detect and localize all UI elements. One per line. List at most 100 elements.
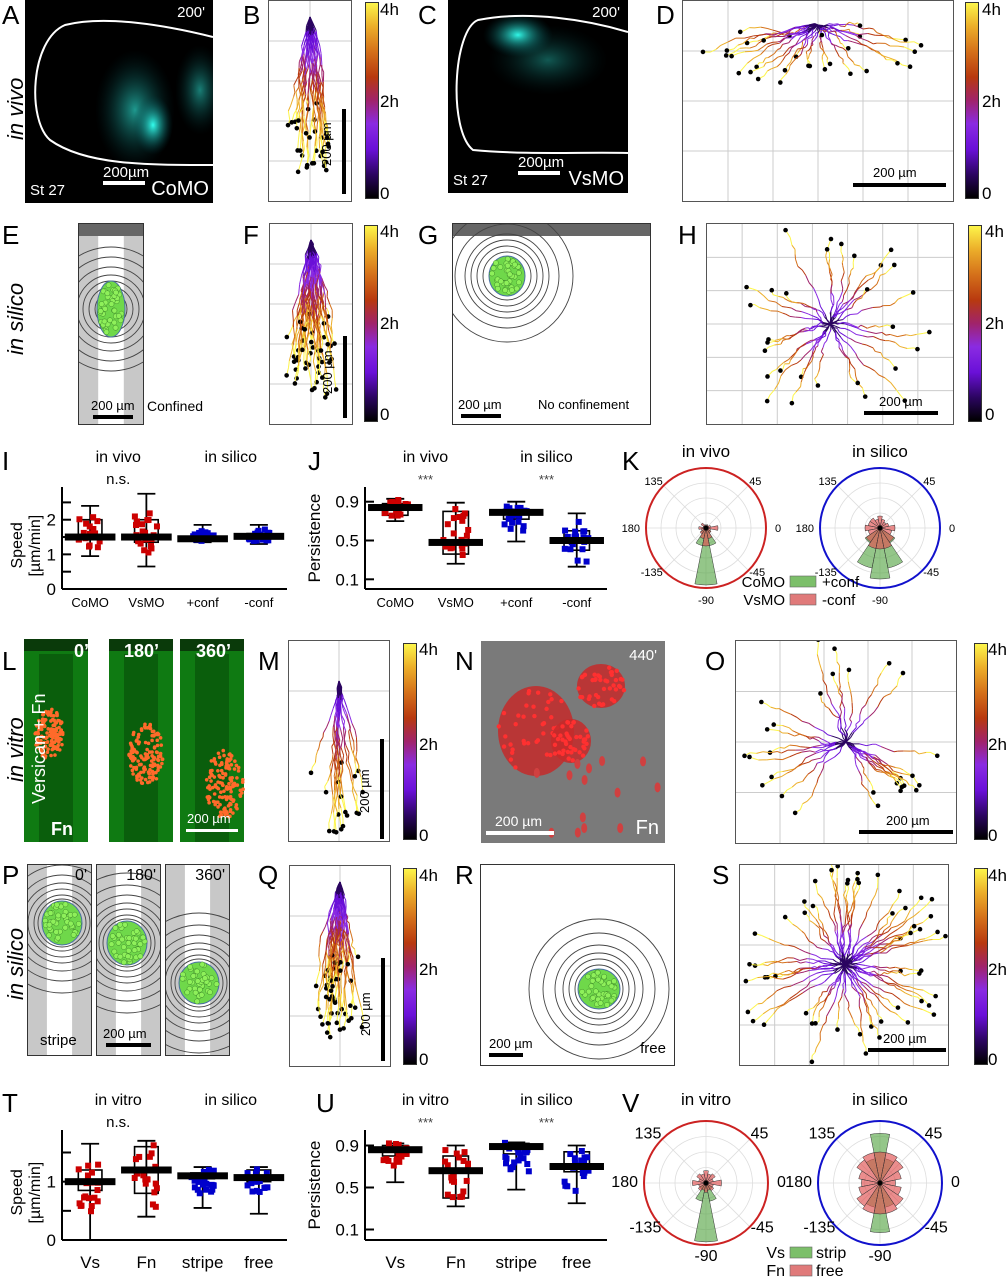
trajectory-segment	[856, 748, 860, 754]
trajectory-segment	[839, 746, 843, 753]
panel-e-condition: Confined	[147, 398, 204, 414]
trajectory-segment	[811, 315, 818, 319]
trajectory-endpoint	[318, 1014, 323, 1020]
trajectory-segment	[336, 761, 339, 772]
cell	[574, 734, 579, 740]
trajectory-segment	[313, 145, 316, 153]
trajectory-segment	[340, 738, 344, 748]
panel-g-scale-label: 200 µm	[458, 397, 502, 412]
trajectory-segment	[770, 339, 775, 341]
legend-swatch	[789, 593, 817, 606]
trajectory-segment	[791, 765, 800, 772]
trajectory-segment	[786, 770, 793, 774]
trajectory-segment	[856, 334, 864, 337]
trajectory-segment	[855, 720, 861, 725]
cell	[108, 301, 115, 307]
trajectory-segment	[811, 29, 814, 33]
trajectory-segment	[836, 740, 842, 744]
trajectory-segment	[817, 24, 822, 27]
trajectory-segment	[322, 354, 326, 367]
trajectory-segment	[774, 382, 780, 390]
trajectory-endpoint	[356, 811, 362, 817]
trajectory-segment	[892, 777, 897, 782]
trajectory-segment	[793, 350, 798, 356]
panel-c-image	[455, 13, 628, 154]
trajectory-segment	[790, 355, 795, 361]
trajectory-segment	[797, 25, 806, 29]
trajectory-segment	[341, 695, 345, 701]
trajectory-segment	[337, 733, 341, 741]
trajectory-segment	[824, 743, 831, 745]
trajectory-segment	[877, 770, 883, 773]
cell	[613, 687, 619, 692]
trajectory-segment	[857, 297, 863, 300]
cell-nucleus	[226, 766, 231, 771]
trajectory-segment	[828, 742, 832, 745]
cell-nucleus	[207, 784, 212, 788]
potential-contour	[33, 894, 91, 952]
trajectory-segment	[890, 776, 896, 779]
trajectory-endpoint	[340, 823, 346, 829]
trajectory-segment	[300, 77, 304, 85]
trajectory-segment	[836, 304, 840, 312]
trajectory-segment	[343, 909, 345, 920]
panel-label-q: Q	[258, 860, 279, 890]
potential-contour	[482, 251, 532, 301]
trajectory-segment	[315, 53, 319, 63]
trajectory-segment	[820, 335, 823, 340]
colorbar-bottom-label: 0	[380, 184, 390, 203]
cell-nucleus	[134, 739, 139, 743]
trajectory-segment	[294, 342, 297, 352]
cell	[112, 925, 119, 931]
trajectory-segment	[313, 326, 316, 338]
trajectory-segment	[754, 304, 761, 309]
trajectory-segment	[870, 753, 876, 756]
trajectory-segment	[841, 33, 847, 37]
trajectory-segment	[317, 747, 320, 752]
trajectory-segment	[301, 40, 304, 47]
panel-l-time-0: 0’	[74, 641, 90, 661]
trajectory-segment	[305, 25, 308, 32]
cell	[510, 747, 515, 752]
trajectory-segment	[874, 370, 880, 376]
trajectory-endpoint	[744, 284, 749, 290]
cell	[194, 998, 200, 1005]
trajectory-segment	[838, 291, 843, 300]
trajectory-segment	[861, 387, 865, 394]
trajectory-segment	[817, 24, 820, 31]
trajectory-endpoint	[910, 773, 915, 779]
trajectory-segment	[306, 314, 309, 321]
trajectory-segment	[733, 47, 741, 53]
colorbar-bottom-label: 0	[982, 184, 992, 203]
y-tick-label: 2	[47, 511, 56, 530]
trajectory-segment	[837, 726, 840, 731]
cell	[525, 740, 531, 746]
trajectory-segment	[808, 45, 812, 50]
trajectory-segment	[312, 100, 315, 107]
trajectory-segment	[811, 325, 816, 328]
trajectory-segment	[344, 987, 347, 999]
cell	[115, 939, 122, 946]
trajectory-segment	[311, 115, 314, 122]
trajectory-segment	[861, 43, 868, 47]
trajectory-segment	[890, 382, 897, 391]
cell-nucleus	[139, 754, 143, 758]
panel-p-simulation-360: 360'	[165, 864, 230, 1056]
trajectory-endpoint	[729, 53, 734, 59]
trajectory-segment	[868, 367, 875, 372]
trajectory-segment	[812, 737, 820, 742]
trajectory-segment	[897, 297, 902, 300]
trajectory-segment	[781, 749, 788, 754]
trajectory-segment	[819, 357, 823, 363]
trajectory-segment	[783, 359, 789, 363]
cell	[569, 750, 574, 755]
trajectory-segment	[842, 47, 847, 52]
trajectory-segment	[876, 279, 880, 285]
cell-nucleus	[224, 797, 229, 802]
panel-m-colorbar	[403, 643, 417, 840]
panel-c-scale-bar	[518, 171, 560, 175]
panel-label-l: L	[2, 646, 17, 676]
data-point	[515, 518, 522, 525]
colorbar-bottom-label: 0	[380, 405, 390, 424]
trajectory-endpoint	[303, 130, 309, 136]
